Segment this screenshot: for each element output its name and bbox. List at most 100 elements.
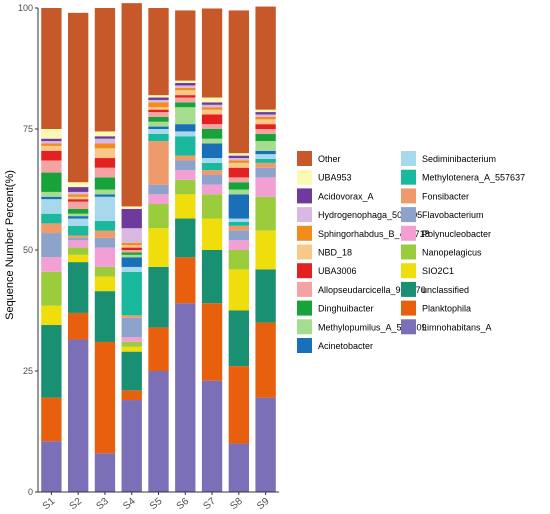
bar-segment [228,310,250,367]
bar-segment [255,269,276,323]
legend-swatch [401,300,416,316]
bar-segment [67,182,89,188]
bar-segment [67,196,89,200]
legend-item-label: Allopseudarcicella_904070 [318,285,426,295]
bar-stack-s1 [41,8,62,492]
bar-segment [121,228,142,243]
legend-swatch [297,207,312,223]
bar-segment [148,126,169,129]
bar-segment [94,230,116,238]
legend-swatch [401,319,416,335]
bar-segment [175,131,196,137]
bar-segment [41,191,62,197]
bar-stack-s6 [175,10,196,492]
legend-item-label: Methylopumilus_A_556409 [318,322,427,332]
legend-swatch [297,300,312,316]
bar-segment [255,133,276,142]
bar-segment [175,85,196,88]
bar-segment [94,341,116,454]
legend-item-label: Dinghuibacter [318,304,374,314]
bar-stack-s4 [121,3,142,492]
bar-segment [255,196,276,231]
bar-segment [175,90,196,96]
x-tick-label: S6 [175,496,192,513]
bar-segment [121,337,142,342]
legend-swatch [297,319,312,335]
bar-segment [175,257,196,304]
bar-segment [175,160,196,171]
bar-segment [148,116,169,122]
bar-segment [67,208,89,214]
bar-segment [201,97,223,103]
legend-swatch [297,225,312,241]
bar-segment [175,179,196,195]
bar-segment [41,213,62,224]
bar-segment [255,162,276,168]
bar-segment [41,196,62,200]
bar-segment [175,303,196,492]
bar-segment [41,199,62,214]
bar-segment [121,3,142,207]
legend-swatch [401,263,416,279]
bar-segment [201,114,223,125]
bar-segment [121,317,142,338]
bar-segment [41,325,62,398]
bar-segment [228,250,250,270]
bar-segment [255,177,276,197]
legend-swatch [297,169,312,185]
bar-segment [228,155,250,159]
bar-segment [67,213,89,217]
bar-segment [201,303,223,381]
x-tick-label: S8 [228,496,245,513]
bar-segment [201,158,223,163]
bar-segment [121,390,142,401]
bar-segment [228,177,250,183]
bar-segment [94,194,116,197]
bar-segment [201,138,223,144]
legend-swatch [401,207,416,223]
bar-segment [121,257,142,267]
bar-segment [201,8,223,98]
bar-segment [175,97,196,103]
bar-segment [175,102,196,108]
bar-segment [94,143,116,149]
legend-item-label: Acinetobacter [318,341,373,351]
bar-segment [228,240,250,250]
bar-segment [67,254,89,263]
bar-segment [94,177,116,190]
bar-segment [148,107,169,110]
bar-segment [94,266,116,277]
legend-swatch [297,188,312,204]
legend-item-label: Fonsibacter [422,191,469,201]
bar-segment [148,99,169,103]
bar-segment [121,247,142,250]
bar-segment [201,174,223,185]
bar-segment [41,397,62,442]
bar-segment [67,191,89,195]
legend-item-label: SIO2C1 [422,266,454,276]
bar-segment [41,305,62,326]
bar-segment [41,223,62,234]
y-tick-label: 100 [18,3,33,13]
bar-segment [121,252,142,255]
bar-segment [121,266,142,272]
bar-segment [94,276,116,292]
bars [41,3,276,492]
bar-segment [201,184,223,195]
legend-swatch [401,244,416,260]
bar-segment [121,254,142,258]
bar-segment [94,189,116,195]
bar-segment [67,247,89,255]
bar-segment [121,245,142,248]
bar-segment [175,87,196,91]
bar-segment [175,218,196,258]
bar-segment [67,218,89,226]
bar-segment [94,237,116,248]
legend-item-label: Methylotenera_A_557637 [422,173,525,183]
bar-stack-s7 [201,8,223,492]
bar-stack-s8 [228,10,250,492]
y-axis: 0 25 50 75 100 [18,3,39,497]
bar-segment [255,124,276,129]
bar-segment [67,237,89,241]
legend-swatch [401,169,416,185]
